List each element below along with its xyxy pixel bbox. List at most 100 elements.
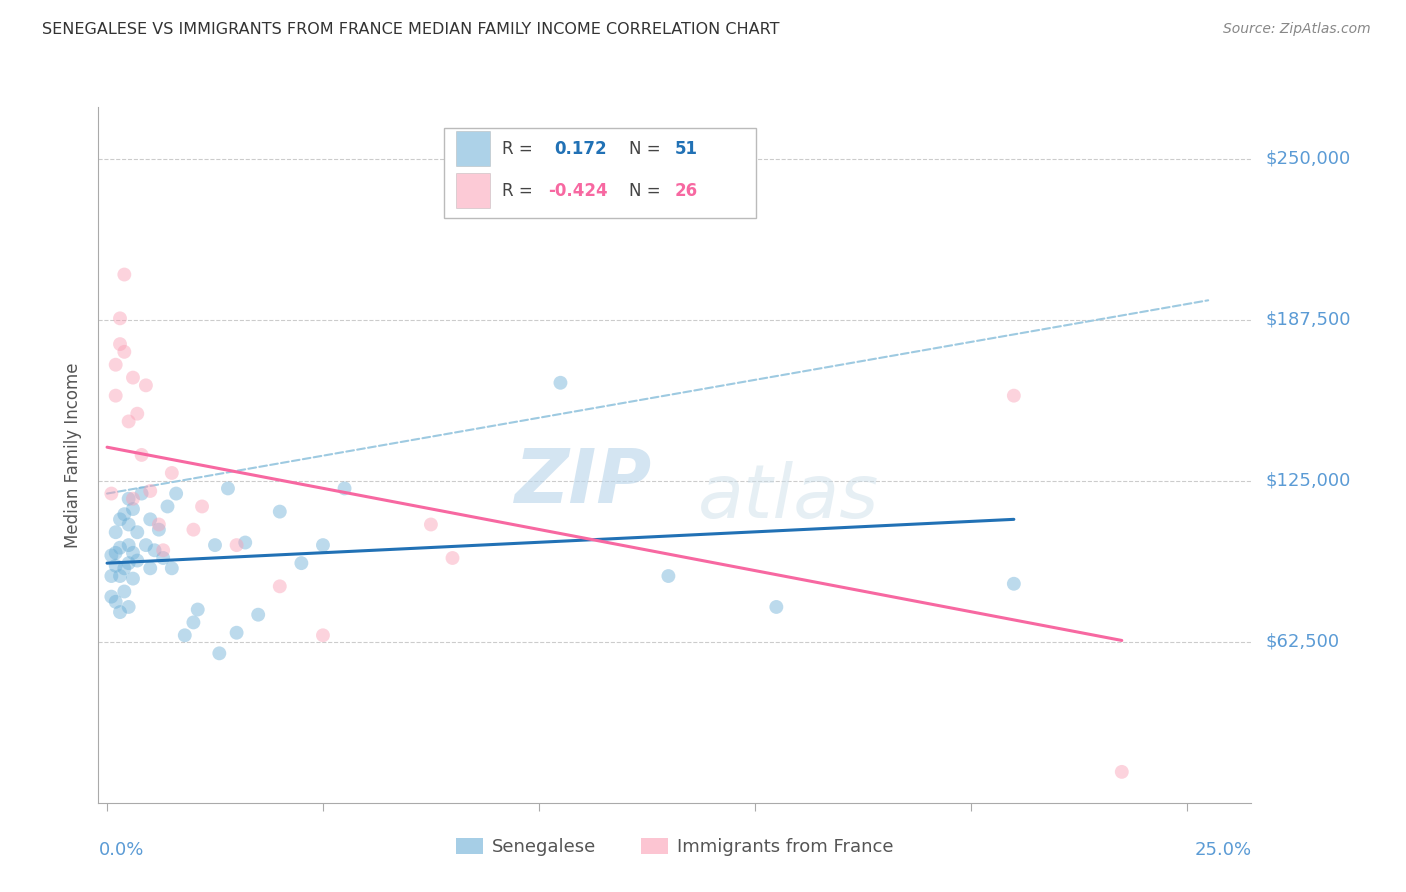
Point xyxy=(122,572,145,586)
Point xyxy=(191,500,214,514)
FancyBboxPatch shape xyxy=(444,128,755,219)
Text: R =: R = xyxy=(502,182,533,200)
Point xyxy=(117,517,139,532)
Point xyxy=(104,558,127,573)
Text: 0.172: 0.172 xyxy=(554,140,606,158)
Text: Source: ZipAtlas.com: Source: ZipAtlas.com xyxy=(1223,22,1371,37)
Point xyxy=(104,546,127,560)
Point xyxy=(156,500,179,514)
Point xyxy=(225,538,247,552)
Point xyxy=(117,538,139,552)
Point xyxy=(312,538,335,552)
Point xyxy=(204,538,226,552)
Point xyxy=(100,486,122,500)
Point xyxy=(108,541,131,555)
Text: N =: N = xyxy=(628,182,661,200)
Point xyxy=(104,358,127,372)
Point xyxy=(100,569,122,583)
Point xyxy=(122,502,145,516)
Point xyxy=(139,512,162,526)
Point xyxy=(112,584,135,599)
Point xyxy=(441,551,464,566)
Point xyxy=(269,505,291,519)
Point xyxy=(112,561,135,575)
Bar xyxy=(456,173,491,208)
Point xyxy=(135,538,157,552)
Point xyxy=(112,268,135,282)
Point xyxy=(290,556,312,570)
Point xyxy=(217,482,239,496)
Point xyxy=(183,523,205,537)
Point xyxy=(108,311,131,326)
Point xyxy=(165,486,187,500)
Point xyxy=(152,551,174,566)
Point xyxy=(117,556,139,570)
Point xyxy=(139,561,162,575)
Point xyxy=(148,517,170,532)
Point xyxy=(127,553,149,567)
Text: 26: 26 xyxy=(675,182,697,200)
Point xyxy=(117,414,139,428)
Point xyxy=(108,569,131,583)
Point xyxy=(131,486,153,500)
Point xyxy=(208,646,231,660)
Text: 0.0%: 0.0% xyxy=(98,841,143,859)
Legend: Senegalese, Immigrants from France: Senegalese, Immigrants from France xyxy=(449,830,901,863)
Text: 51: 51 xyxy=(675,140,697,158)
Point xyxy=(333,482,356,496)
Point xyxy=(104,389,127,403)
Point xyxy=(225,625,247,640)
Point xyxy=(112,507,135,521)
Point xyxy=(108,512,131,526)
Point xyxy=(122,546,145,560)
Point xyxy=(550,376,572,390)
Point xyxy=(1002,389,1025,403)
Point xyxy=(131,448,153,462)
Bar xyxy=(456,131,491,166)
Point xyxy=(173,628,195,642)
Point xyxy=(1002,576,1025,591)
Text: ZIP: ZIP xyxy=(515,446,652,519)
Point xyxy=(127,525,149,540)
Point xyxy=(100,549,122,563)
Text: -0.424: -0.424 xyxy=(548,182,607,200)
Text: N =: N = xyxy=(628,140,661,158)
Point xyxy=(312,628,335,642)
Point xyxy=(183,615,205,630)
Text: atlas: atlas xyxy=(697,460,879,533)
Point xyxy=(108,605,131,619)
Text: $250,000: $250,000 xyxy=(1265,150,1351,168)
Text: $125,000: $125,000 xyxy=(1265,472,1351,490)
Point xyxy=(117,491,139,506)
Point xyxy=(160,466,183,480)
Text: $187,500: $187,500 xyxy=(1265,310,1351,328)
Text: 25.0%: 25.0% xyxy=(1194,841,1251,859)
Point xyxy=(117,599,139,614)
Point xyxy=(104,595,127,609)
Point xyxy=(247,607,270,622)
Point xyxy=(122,370,145,384)
Point xyxy=(143,543,166,558)
Point xyxy=(765,599,787,614)
Point xyxy=(657,569,679,583)
Point xyxy=(108,337,131,351)
Point xyxy=(1111,764,1133,779)
Point xyxy=(122,491,145,506)
Point xyxy=(152,543,174,558)
Text: $62,500: $62,500 xyxy=(1265,632,1340,651)
Y-axis label: Median Family Income: Median Family Income xyxy=(65,362,83,548)
Point xyxy=(135,378,157,392)
Point xyxy=(112,344,135,359)
Text: SENEGALESE VS IMMIGRANTS FROM FRANCE MEDIAN FAMILY INCOME CORRELATION CHART: SENEGALESE VS IMMIGRANTS FROM FRANCE MED… xyxy=(42,22,780,37)
Point xyxy=(419,517,441,532)
Point xyxy=(139,483,162,498)
Point xyxy=(100,590,122,604)
Point xyxy=(104,525,127,540)
Point xyxy=(160,561,183,575)
Point xyxy=(269,579,291,593)
Point xyxy=(187,602,209,616)
Point xyxy=(127,407,149,421)
Point xyxy=(233,535,256,549)
Text: R =: R = xyxy=(502,140,533,158)
Point xyxy=(148,523,170,537)
